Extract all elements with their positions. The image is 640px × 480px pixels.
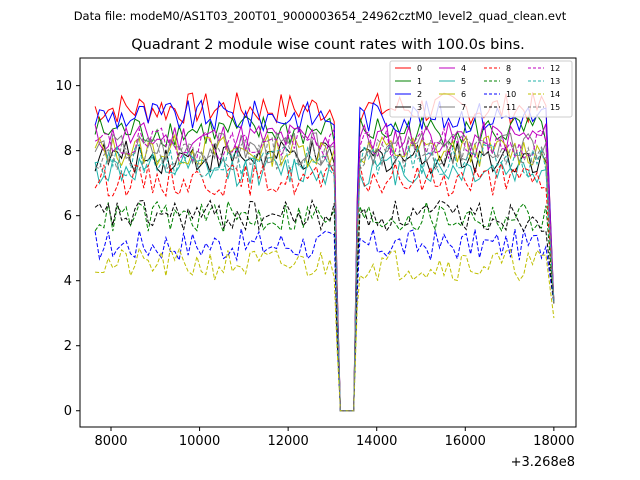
y-tick-label: 8	[64, 144, 72, 159]
legend-label-1: 1	[417, 77, 422, 86]
legend-label-0: 0	[417, 64, 422, 73]
x-offset-label: +3.268e8	[511, 455, 575, 470]
chart-suptitle: Data file: modeM0/AS1T03_200T01_90000036…	[74, 9, 567, 23]
series-line-2	[94, 99, 555, 412]
y-tick-label: 4	[64, 274, 72, 289]
plot-area	[79, 57, 577, 428]
legend-label-12: 12	[550, 64, 560, 73]
series-line-13	[94, 143, 555, 412]
x-axis: 8000 10000 12000 14000 16000 18000	[94, 427, 575, 449]
series-line-6	[94, 133, 555, 412]
y-tick-label: 10	[55, 79, 72, 94]
legend-label-8: 8	[506, 64, 511, 73]
legend-label-6: 6	[461, 90, 466, 99]
plot-frame	[79, 57, 577, 428]
x-tick-label: 12000	[267, 434, 308, 449]
legend-label-5: 5	[461, 77, 466, 86]
series-line-14	[95, 246, 555, 412]
y-tick-label: 6	[64, 209, 72, 224]
series-line-12	[94, 127, 555, 412]
y-tick-label: 0	[64, 404, 72, 419]
chart-title: Quadrant 2 module wise count rates with …	[131, 37, 525, 53]
legend-frame	[389, 60, 573, 118]
y-axis: 0 2 4 6 8 10	[55, 79, 80, 419]
x-tick-label: 16000	[445, 434, 486, 449]
legend-label-13: 13	[550, 77, 560, 86]
series-line-9	[94, 199, 555, 412]
legend-label-2: 2	[417, 90, 422, 99]
legend-label-7: 7	[461, 103, 466, 112]
x-tick-label: 10000	[179, 434, 220, 449]
x-tick-label: 14000	[356, 434, 397, 449]
series-line-10	[94, 228, 555, 412]
y-tick-label: 2	[64, 339, 72, 354]
legend-label-3: 3	[417, 103, 422, 112]
series-line-4	[94, 121, 555, 412]
x-tick-label: 8000	[94, 434, 127, 449]
series-line-8	[94, 162, 555, 412]
legend-label-11: 11	[506, 103, 516, 112]
series-layer	[94, 91, 555, 412]
series-line-15	[94, 136, 555, 412]
legend-label-4: 4	[461, 64, 466, 73]
series-line-11	[94, 198, 555, 412]
legend-label-15: 15	[550, 103, 560, 112]
legend-label-9: 9	[506, 77, 511, 86]
legend-label-10: 10	[506, 90, 516, 99]
x-tick-label: 18000	[533, 434, 574, 449]
legend-label-14: 14	[550, 90, 560, 99]
series-line-5	[94, 152, 555, 412]
